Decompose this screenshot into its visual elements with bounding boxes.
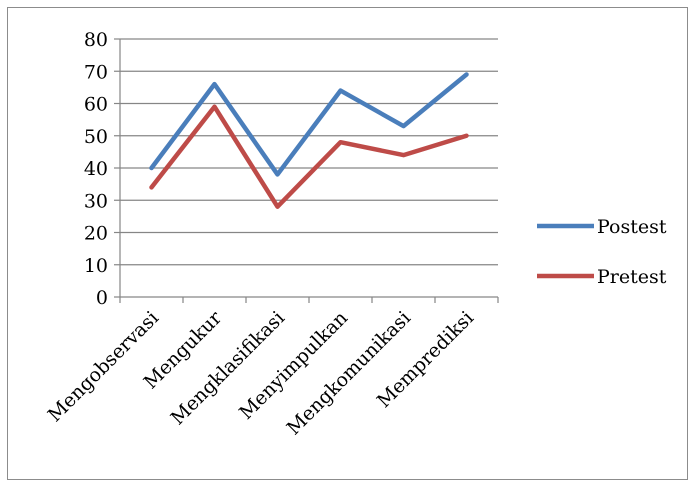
x-axis-ticks: MengobservasiMengukurMengklasifikasiMeny… bbox=[44, 297, 499, 439]
y-tick-label: 40 bbox=[84, 158, 108, 180]
y-tick-label: 0 bbox=[96, 287, 108, 309]
y-tick-label: 70 bbox=[84, 61, 108, 83]
x-tick-label: Menyimpulkan bbox=[235, 307, 352, 424]
y-tick-label: 80 bbox=[84, 29, 108, 51]
series-line-pretest bbox=[149, 104, 469, 209]
y-tick-label: 50 bbox=[84, 126, 108, 148]
legend: Postest Pretest bbox=[537, 216, 667, 288]
y-tick-label: 30 bbox=[84, 190, 108, 212]
y-tick-label: 10 bbox=[84, 255, 108, 277]
series-lines bbox=[149, 72, 469, 209]
legend-label-postest: Postest bbox=[597, 216, 667, 238]
series-line-postest bbox=[149, 72, 469, 177]
legend-label-pretest: Pretest bbox=[597, 266, 667, 288]
y-axis-ticks: 0 10 20 30 40 50 60 70 80 bbox=[84, 29, 120, 309]
x-tick-label: Mengobservasi bbox=[44, 307, 163, 426]
y-tick-label: 20 bbox=[84, 223, 108, 245]
y-tick-label: 60 bbox=[84, 94, 108, 116]
x-tick-label: Mengklasifikasi bbox=[167, 307, 289, 429]
